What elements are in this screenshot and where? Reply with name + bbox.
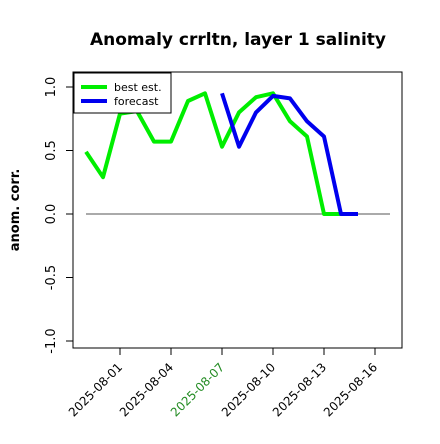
chart-title: Anomaly crrltn, layer 1 salinity <box>90 30 386 50</box>
x-tick-label: 2025-08-16 <box>321 360 380 419</box>
y-tick-label: -1.0 <box>44 328 59 353</box>
legend: best est.forecast <box>73 72 172 114</box>
y-tick-label: 1.0 <box>44 77 59 98</box>
plot-frame <box>72 71 403 349</box>
y-axis-label: anom. corr. <box>8 169 23 252</box>
x-tick-label: 2025-08-04 <box>117 360 176 419</box>
x-tick-label: 2025-08-10 <box>219 360 278 419</box>
series-line-forecast <box>220 92 358 216</box>
legend-label: best est. <box>114 81 162 94</box>
x-axis: 2025-08-012025-08-042025-08-072025-08-10… <box>66 348 380 419</box>
y-tick-label: -0.5 <box>44 265 59 290</box>
legend-box <box>73 72 172 114</box>
y-tick-label: 0.0 <box>44 204 59 225</box>
x-tick-label: 2025-08-13 <box>270 360 329 419</box>
y-axis: -1.0 -0.5 0.0 0.5 1.0 <box>44 77 73 354</box>
legend-label: forecast <box>114 95 159 108</box>
x-tick-label: 2025-08-01 <box>66 360 125 419</box>
x-tick-label: 2025-08-07 <box>168 360 227 419</box>
y-tick-label: 0.5 <box>44 140 59 161</box>
